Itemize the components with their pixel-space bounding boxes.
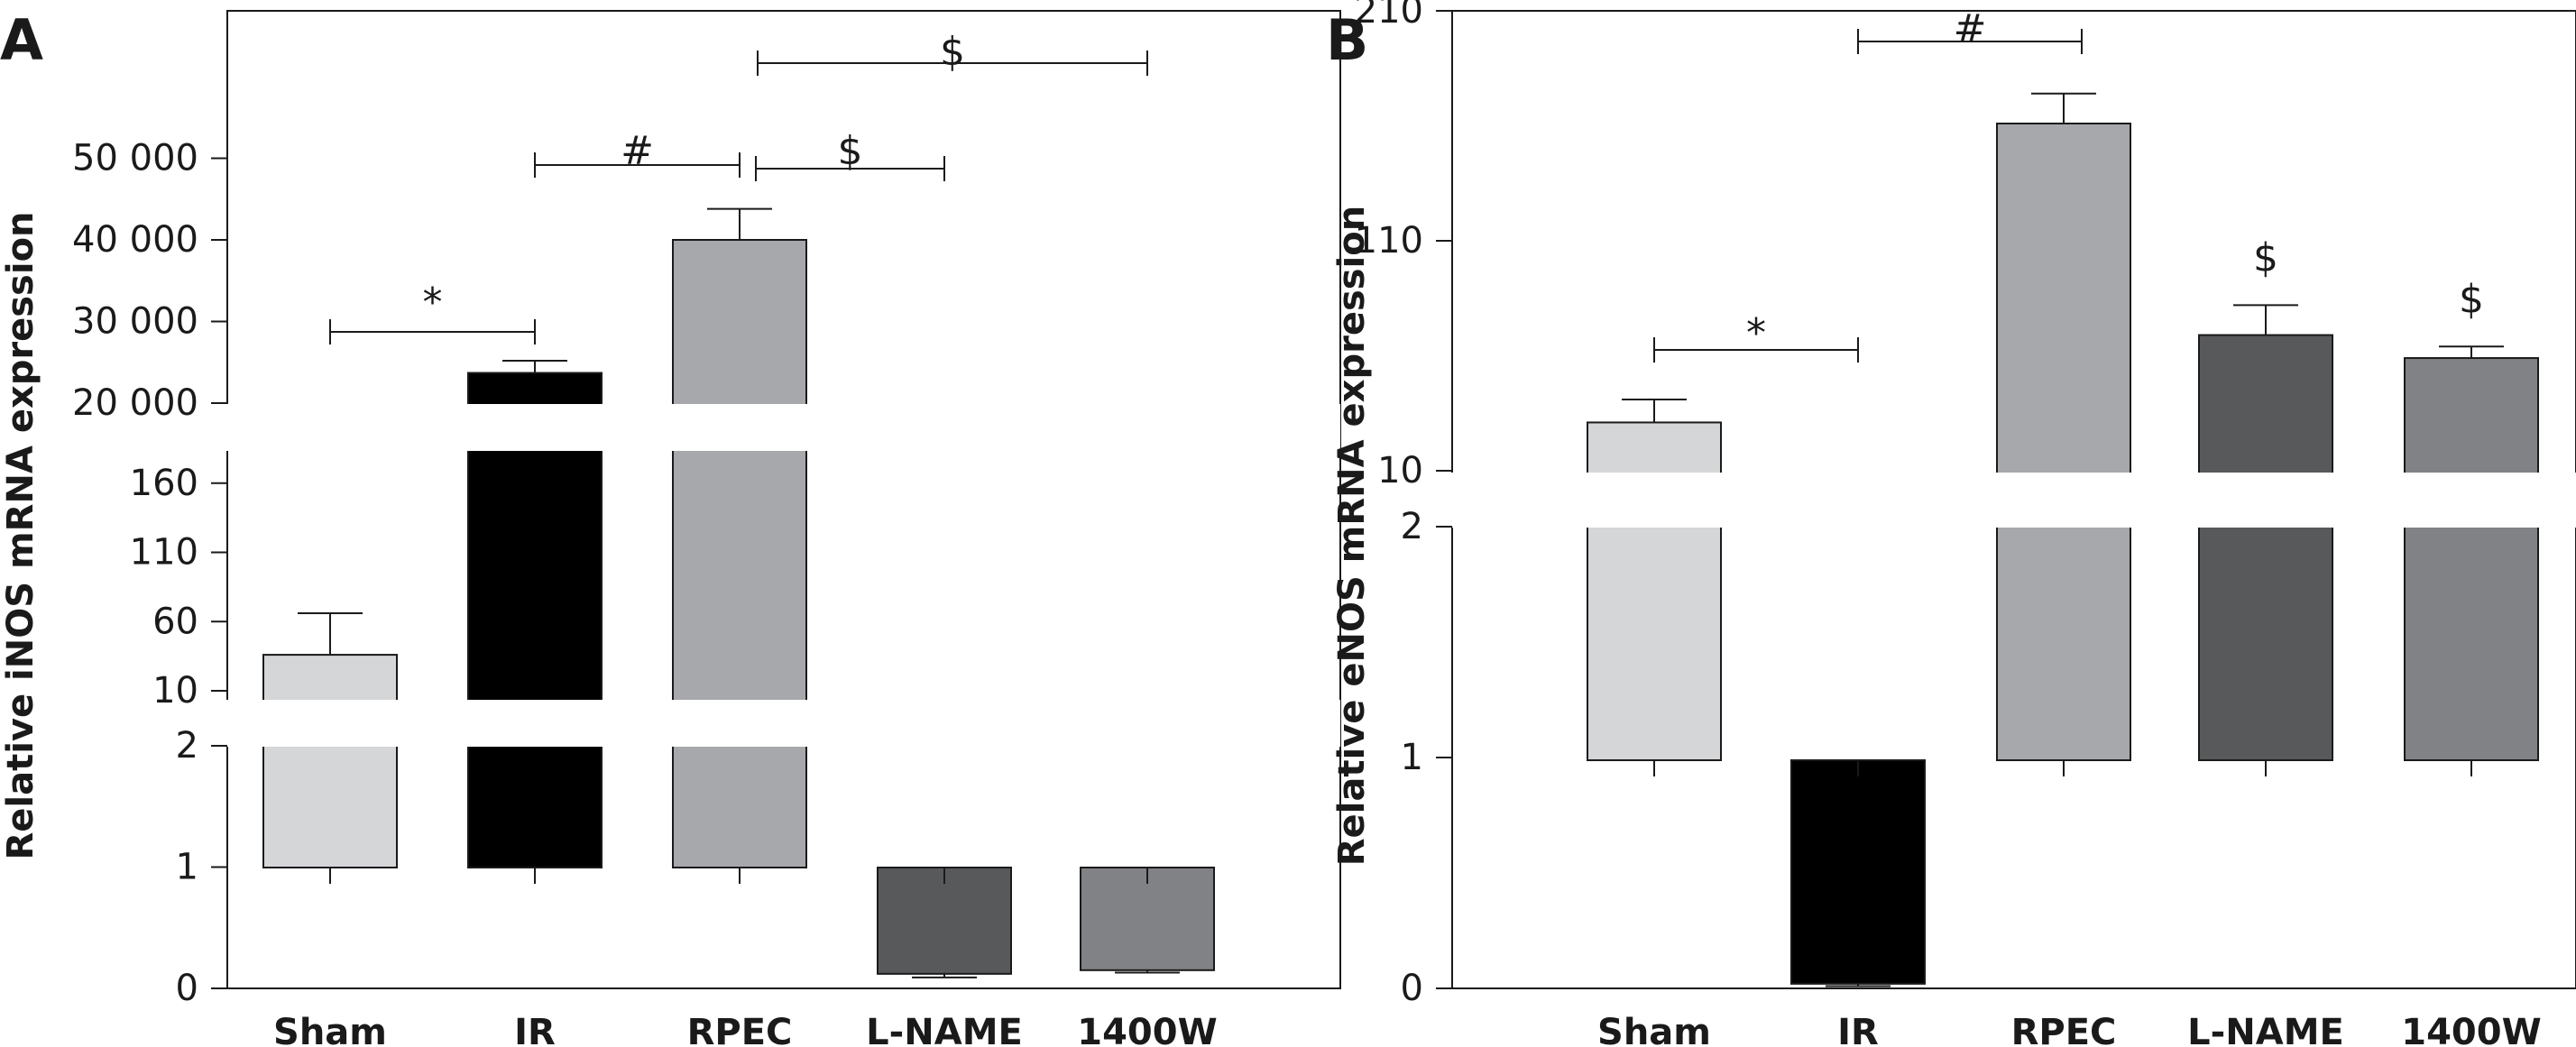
category-label: IR xyxy=(1837,1012,1879,1047)
bar-ir xyxy=(1790,759,1926,985)
category-label: RPEC xyxy=(2011,1012,2117,1047)
significance-symbol: # xyxy=(1954,6,1987,52)
y-tick-label: 160 xyxy=(130,463,198,504)
bar-sham xyxy=(262,654,398,869)
y-tick-label: 30 000 xyxy=(72,301,198,343)
y-tick-label: 1 xyxy=(176,847,198,888)
y-axis-title: Relative eNOS mRNA expression xyxy=(1331,206,1373,866)
significance-symbol: # xyxy=(621,128,654,174)
category-label: RPEC xyxy=(687,1012,793,1047)
y-tick-label: 1 xyxy=(1401,737,1423,778)
significance-symbol: * xyxy=(1746,310,1766,356)
axis-break xyxy=(1431,473,2576,528)
y-tick-label: 0 xyxy=(1401,968,1423,1009)
y-tick-label: 210 xyxy=(1355,0,1423,32)
y-tick-label: 0 xyxy=(176,968,198,1009)
bar-rpec xyxy=(1996,122,2131,761)
panel-label: B xyxy=(1326,7,1368,73)
y-tick-label: 10 xyxy=(1377,450,1423,491)
y-axis-title: Relative iNOS mRNA expression xyxy=(0,211,41,859)
y-tick-label: 2 xyxy=(1401,506,1423,547)
bar-ir xyxy=(467,372,603,868)
category-label: IR xyxy=(514,1012,556,1047)
bar-l-name xyxy=(2198,334,2333,761)
category-label: Sham xyxy=(1597,1012,1711,1047)
significance-symbol: * xyxy=(423,280,443,326)
category-label: 1400W xyxy=(1077,1012,1217,1047)
significance-symbol: $ xyxy=(2253,234,2278,280)
plot-frame xyxy=(226,10,1341,989)
category-label: L-NAME xyxy=(866,1012,1023,1047)
y-tick-label: 40 000 xyxy=(72,219,198,261)
panel-label: A xyxy=(0,7,43,73)
axis-break xyxy=(206,404,1340,451)
bar-rpec xyxy=(672,239,807,868)
y-tick-label: 60 xyxy=(152,601,198,642)
y-tick-label: 110 xyxy=(1355,220,1423,262)
y-tick-label: 110 xyxy=(130,532,198,574)
y-tick-label: 50 000 xyxy=(72,138,198,179)
category-label: Sham xyxy=(273,1012,387,1047)
significance-symbol: $ xyxy=(838,128,863,174)
y-tick-label: 10 xyxy=(152,670,198,712)
bar-l-name xyxy=(877,867,1012,975)
y-tick-label: 20 000 xyxy=(72,382,198,424)
axis-break xyxy=(206,700,1340,747)
bar-1400w xyxy=(2404,357,2539,761)
significance-symbol: $ xyxy=(2459,276,2484,322)
category-label: 1400W xyxy=(2401,1012,2541,1047)
significance-symbol: $ xyxy=(940,29,965,75)
category-label: L-NAME xyxy=(2187,1012,2344,1047)
y-tick-label: 2 xyxy=(176,725,198,767)
panel-a-chart: 0 1 2 10 60 110 160 20 000 30 000 40 000 50 000 Sha… xyxy=(0,7,1341,1047)
